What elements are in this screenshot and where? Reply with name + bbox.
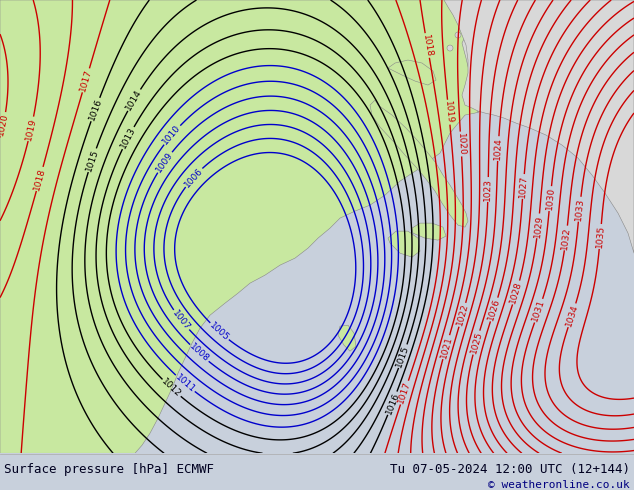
Text: © weatheronline.co.uk: © weatheronline.co.uk xyxy=(488,480,630,490)
Circle shape xyxy=(459,22,465,28)
Polygon shape xyxy=(462,35,482,113)
Text: 1007: 1007 xyxy=(171,308,192,332)
Text: 1021: 1021 xyxy=(439,335,453,359)
Text: 1016: 1016 xyxy=(87,97,103,122)
Polygon shape xyxy=(370,100,468,227)
Text: 1031: 1031 xyxy=(531,298,547,323)
Text: 1019: 1019 xyxy=(24,117,38,141)
Text: 1011: 1011 xyxy=(174,372,197,394)
Text: 1032: 1032 xyxy=(560,226,572,250)
Text: 1030: 1030 xyxy=(545,187,556,211)
Circle shape xyxy=(461,10,467,16)
Text: 1014: 1014 xyxy=(124,88,144,112)
Circle shape xyxy=(447,45,453,51)
Text: 1016: 1016 xyxy=(384,391,401,416)
Polygon shape xyxy=(388,231,420,257)
Text: 1029: 1029 xyxy=(533,214,544,238)
Text: 1028: 1028 xyxy=(508,280,524,305)
Text: 1019: 1019 xyxy=(443,100,455,124)
Text: 1017: 1017 xyxy=(79,68,93,93)
Polygon shape xyxy=(444,0,634,253)
Text: 1035: 1035 xyxy=(595,224,605,248)
Text: 1006: 1006 xyxy=(183,166,205,189)
Circle shape xyxy=(462,0,468,6)
Text: 1015: 1015 xyxy=(395,344,411,368)
Text: 1015: 1015 xyxy=(84,148,100,172)
Text: 1024: 1024 xyxy=(493,137,503,160)
Text: 1020: 1020 xyxy=(0,112,10,136)
Text: 1025: 1025 xyxy=(469,330,484,355)
Text: 1012: 1012 xyxy=(160,377,183,399)
Polygon shape xyxy=(0,0,555,453)
Text: 1022: 1022 xyxy=(455,303,470,327)
Text: 1008: 1008 xyxy=(188,342,210,364)
Circle shape xyxy=(455,32,461,38)
Text: 1020: 1020 xyxy=(456,132,466,156)
Text: Surface pressure [hPa] ECMWF: Surface pressure [hPa] ECMWF xyxy=(4,463,214,476)
Polygon shape xyxy=(412,223,446,240)
Text: 1026: 1026 xyxy=(486,297,502,322)
Text: 1010: 1010 xyxy=(161,123,183,147)
Text: 1018: 1018 xyxy=(32,167,47,191)
Text: 1005: 1005 xyxy=(208,320,231,343)
Text: 1027: 1027 xyxy=(518,175,529,198)
Text: 1017: 1017 xyxy=(396,380,412,405)
Polygon shape xyxy=(338,325,356,351)
Text: 1023: 1023 xyxy=(483,178,493,201)
Polygon shape xyxy=(388,60,436,85)
Text: Tu 07-05-2024 12:00 UTC (12+144): Tu 07-05-2024 12:00 UTC (12+144) xyxy=(390,463,630,476)
Text: 1013: 1013 xyxy=(119,125,138,150)
Text: 1034: 1034 xyxy=(564,303,580,328)
Text: 1009: 1009 xyxy=(154,150,175,174)
Text: 1018: 1018 xyxy=(421,33,434,57)
Text: 1033: 1033 xyxy=(574,197,585,221)
